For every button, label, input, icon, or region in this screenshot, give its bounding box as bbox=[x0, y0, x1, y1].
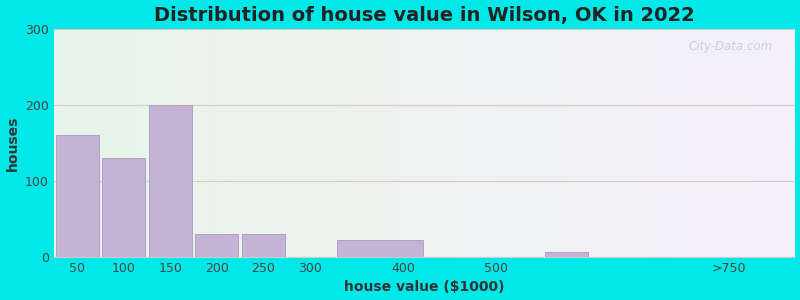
Text: City-Data.com: City-Data.com bbox=[688, 40, 772, 53]
Y-axis label: houses: houses bbox=[6, 115, 19, 171]
Bar bbox=[195, 234, 238, 257]
Bar bbox=[545, 252, 588, 257]
Bar bbox=[149, 105, 192, 257]
Bar bbox=[242, 234, 285, 257]
Bar bbox=[102, 158, 145, 257]
Title: Distribution of house value in Wilson, OK in 2022: Distribution of house value in Wilson, O… bbox=[154, 6, 694, 25]
X-axis label: house value ($1000): house value ($1000) bbox=[344, 280, 504, 294]
Bar bbox=[337, 240, 422, 257]
Bar bbox=[56, 135, 98, 257]
